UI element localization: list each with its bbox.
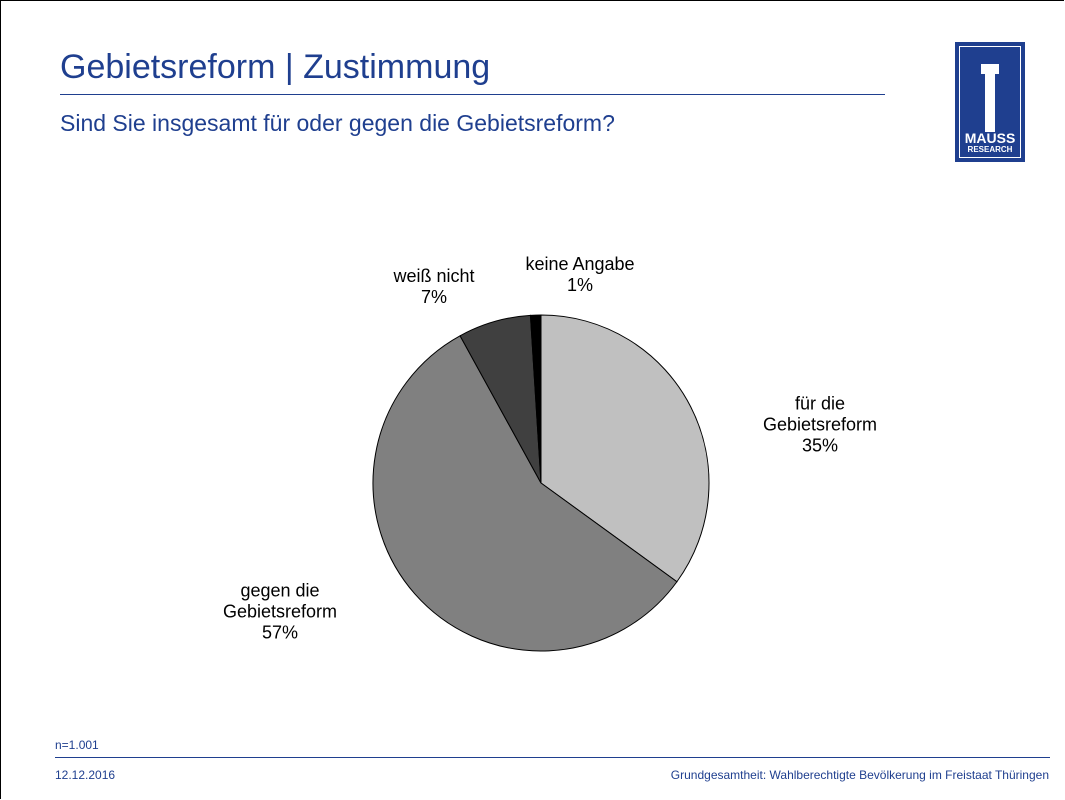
pie-slice (372, 335, 678, 652)
date: 12.12.2016 (55, 768, 116, 782)
logo-tower (985, 72, 995, 132)
footer-rule (55, 757, 1050, 758)
pie-slice (540, 314, 710, 583)
logo-border (959, 46, 1021, 158)
category-name: keine Angabe (525, 254, 635, 274)
value-label: 1% (566, 275, 593, 295)
value-label: 57% (261, 622, 299, 643)
title-rule (60, 94, 885, 95)
logo-text: MAUSS RESEARCH (955, 130, 1025, 154)
subtitle: Sind Sie insgesamt für oder gegen die Ge… (60, 110, 615, 136)
slice-label: für die Gebietsreform 35% (740, 394, 900, 457)
value-label: 7% (420, 287, 447, 307)
value-label: 35% (801, 435, 839, 456)
slice-label: weiß nicht 7% (379, 266, 489, 308)
source: Grundgesamtheit: Wahlberechtigte Bevölke… (670, 768, 1049, 782)
slice-label: gegen die Gebietsreform 57% (200, 581, 360, 644)
logo: MAUSS RESEARCH (955, 42, 1025, 162)
note: n=1.001 (55, 738, 99, 752)
logo-line: RESEARCH (967, 145, 1013, 154)
category-name: für die Gebietsreform (762, 393, 878, 435)
logo-line: MAUSS (964, 130, 1016, 146)
pie-slice (529, 314, 542, 484)
category-name: gegen die Gebietsreform (222, 580, 338, 622)
title: Gebietsreform | Zustimmung (60, 48, 491, 86)
category-name: weiß nicht (393, 266, 475, 286)
slice-label: keine Angabe 1% (510, 254, 650, 296)
logo-lamp (981, 64, 999, 74)
